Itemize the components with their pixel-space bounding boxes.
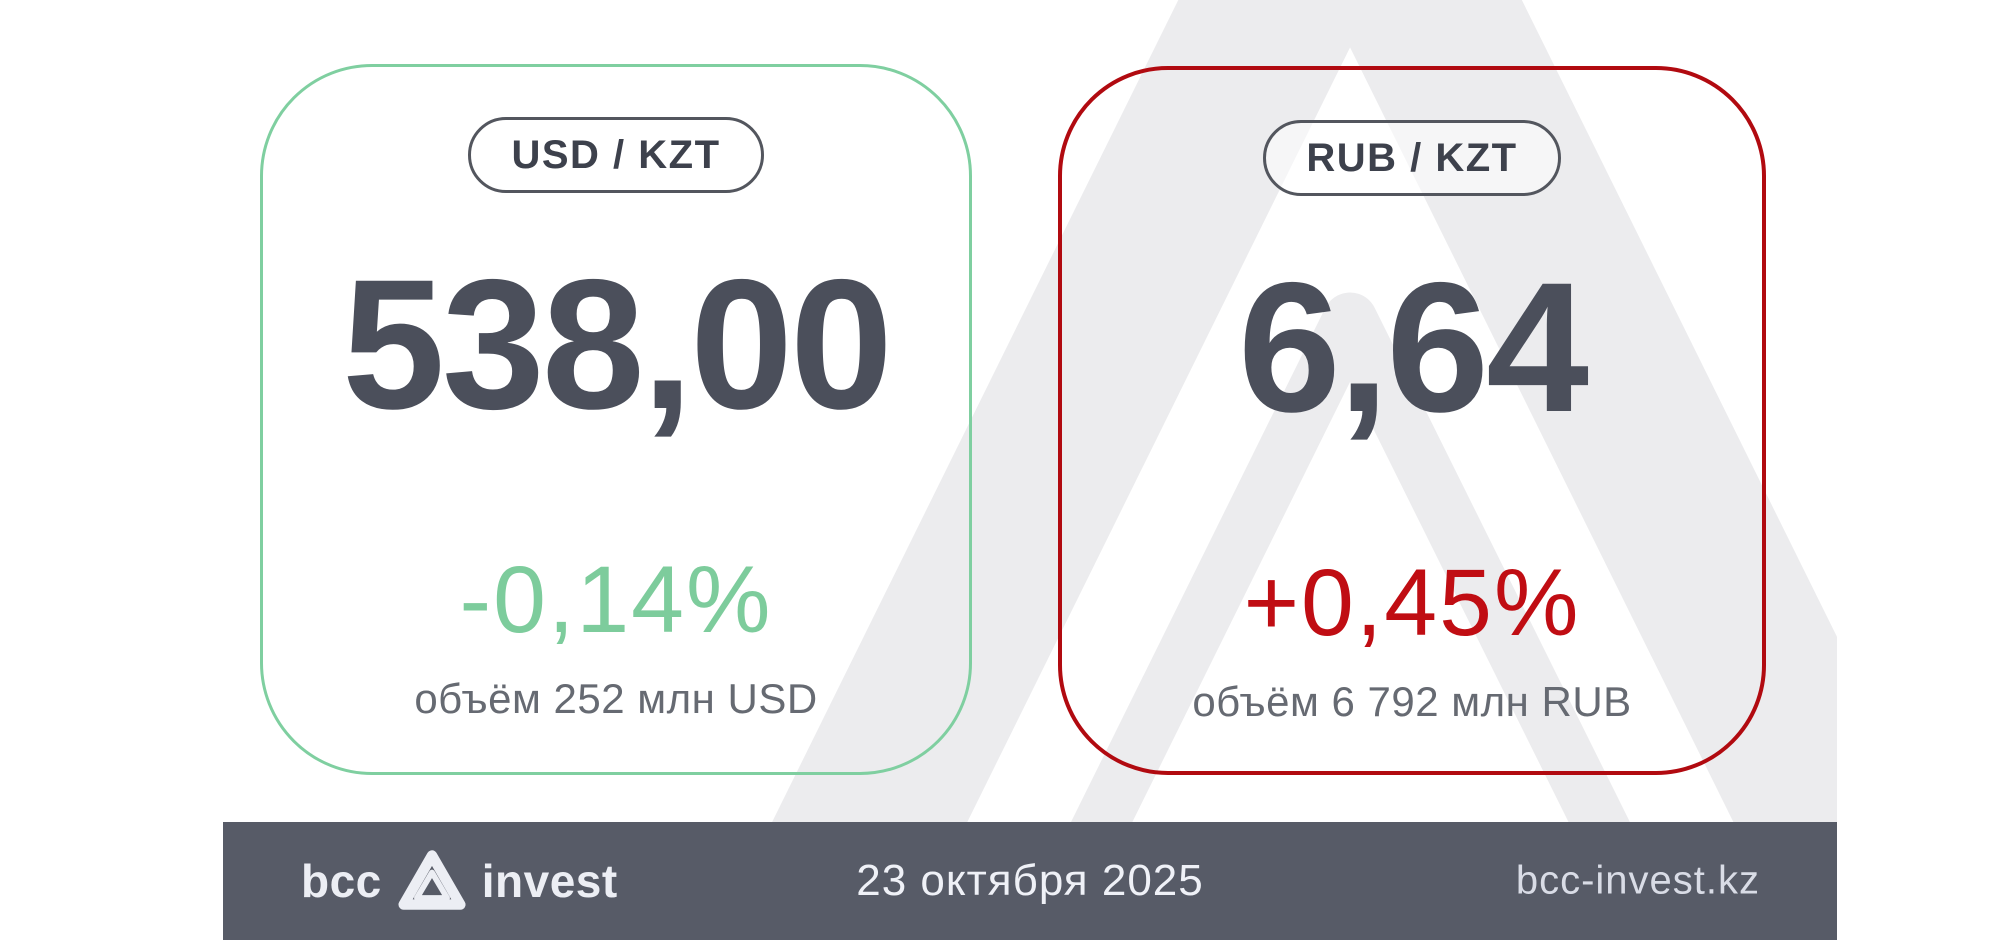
footer-website: bcc-invest.kz <box>1515 858 1760 903</box>
rub-kzt-pair-pill: RUB / KZT <box>1263 120 1561 196</box>
brand-logo: bcc invest <box>301 822 618 940</box>
rub-kzt-card: RUB / KZT 6,64 +0,45% объём 6 792 млн RU… <box>1058 66 1766 775</box>
rub-kzt-rate-value: 6,64 <box>1237 245 1589 451</box>
footer-date: 23 октября 2025 <box>856 856 1204 905</box>
usd-kzt-volume-label: объём 252 млн USD <box>414 675 818 722</box>
brand-logo-bcc-text: bcc <box>301 855 382 907</box>
rub-kzt-change-percent: +0,45% <box>1243 550 1581 656</box>
pair-label: RUB / KZT <box>1306 135 1518 180</box>
rub-kzt-volume-label: объём 6 792 млн RUB <box>1192 678 1632 725</box>
usd-kzt-pair-pill: USD / KZT <box>468 117 764 193</box>
usd-kzt-card: USD / KZT 538,00 -0,14% объём 252 млн US… <box>260 64 972 775</box>
bcc-triangle-icon <box>398 850 466 910</box>
footer-bar: bcc invest 23 октября 2025 bcc-invest.kz <box>223 822 1837 940</box>
usd-kzt-change-percent: -0,14% <box>459 547 773 653</box>
usd-kzt-rate-value: 538,00 <box>342 242 893 448</box>
brand-logo-invest-text: invest <box>481 855 618 907</box>
pair-label: USD / KZT <box>511 132 721 177</box>
